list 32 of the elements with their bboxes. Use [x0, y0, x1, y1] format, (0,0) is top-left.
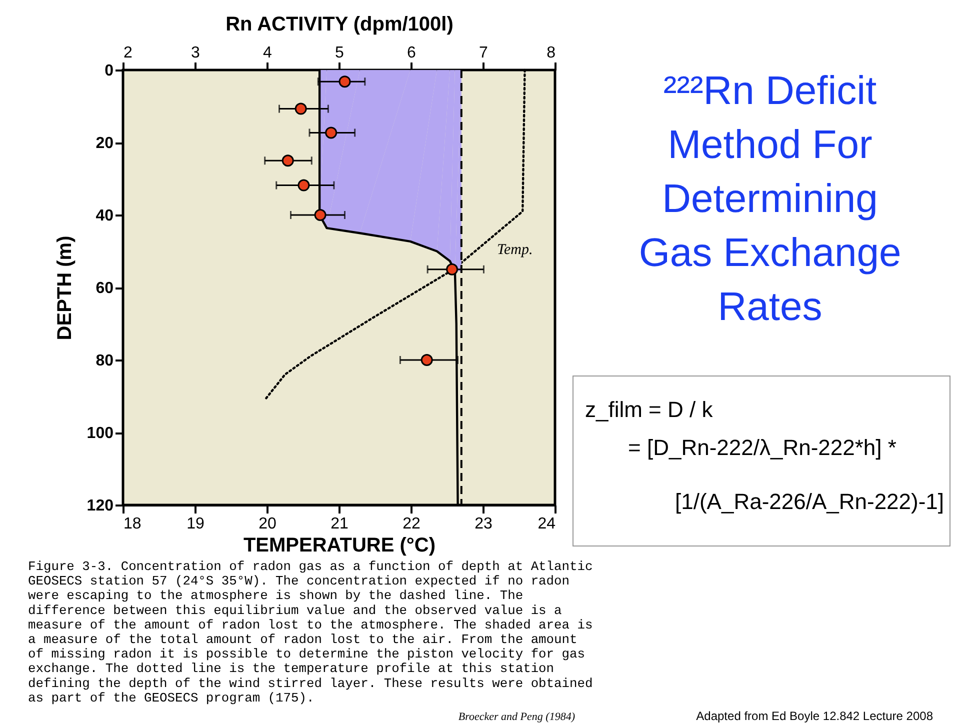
text: = [D_Rn-222/λ_Rn-222*h] *	[628, 435, 897, 460]
y-tick-label: 60	[96, 280, 114, 297]
text: [1/(A_Ra-226/A_Rn-222)-1]	[675, 489, 944, 514]
x-tick-label: 21	[330, 516, 348, 532]
annotation: Temp.	[497, 242, 533, 258]
y-tick-label: 100	[86, 425, 114, 442]
text: z_film = D / k	[585, 397, 714, 422]
text: Broecker and Peng (1984)	[458, 711, 576, 723]
x2-tick-label: 6	[407, 44, 416, 62]
x2-tick-label: 5	[335, 44, 344, 62]
x2-tick-label: 3	[191, 44, 200, 62]
y-tick-label: 40	[96, 208, 114, 224]
text: ²²²Rn Deficit Method For Determining Gas Exchange Rates	[638, 69, 902, 329]
x-tick-label: 23	[474, 516, 492, 532]
x2-tick-label: 4	[263, 44, 272, 62]
x-tick-label: 19	[186, 516, 204, 532]
x-axis-title: TEMPERATURE (°C)	[243, 534, 436, 556]
text: Figure 3-3. Concentration of radon gas as a function of depth at Atlantic GEOSECS station 57 (24°S 35°W). The concentration expected if no radon were escaping to the atmosphere is shown by the dashed line. The difference between this equilibrium value and the observed value is a measure of the amount of radon lost to the atmosphere. The shaded area is a measure of the total amount of radon lost to the air. From the amount of missing radon it is possible to determine the piston velocity for gas exchange. The dotted line is the temperature profile at this station defining the depth of the wind stirred layer. These results were obtained as part of the GEOSECS program (175).	[28, 559, 593, 706]
y-tick-label: 20	[96, 135, 114, 152]
y-axis-title: DEPTH (m)	[54, 236, 76, 340]
x-tick-label: 18	[124, 516, 142, 532]
text: Adapted from Ed Boyle 12.842 Lecture 2008	[696, 709, 934, 723]
x-tick-label: 24	[538, 516, 556, 532]
x-tick-label: 22	[402, 516, 420, 532]
x2-tick-label: 8	[546, 44, 556, 62]
x-tick-label: 20	[258, 516, 276, 532]
y-tick-label: 80	[96, 352, 114, 370]
y-tick-label: 120	[86, 498, 114, 514]
y-tick-label: 0	[104, 62, 114, 80]
x2-axis-title: Rn ACTIVITY (dpm/100l)	[226, 14, 454, 36]
x2-tick-label: 7	[479, 44, 488, 62]
x2-tick-label: 2	[124, 44, 132, 62]
